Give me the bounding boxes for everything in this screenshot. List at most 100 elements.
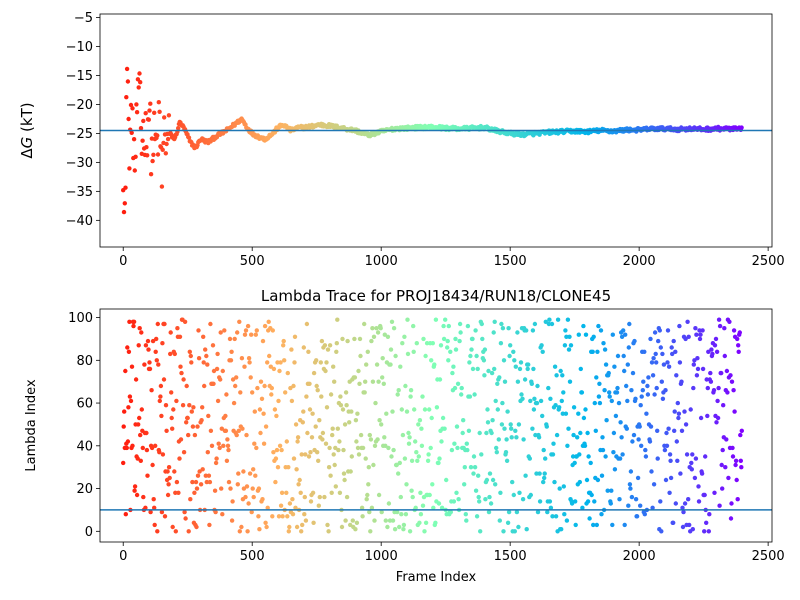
lambda-point	[514, 435, 519, 440]
lambda-point	[413, 505, 418, 510]
lambda-point	[679, 428, 685, 433]
lambda-point	[626, 345, 631, 350]
lambda-point	[524, 328, 529, 333]
lambda-point	[260, 497, 265, 502]
lambda-point	[340, 336, 345, 342]
lambda-point	[428, 445, 433, 451]
lambda-point	[532, 321, 538, 327]
lambda-point	[411, 323, 416, 329]
lambda-point	[525, 366, 530, 372]
lambda-point	[639, 443, 644, 448]
lambda-point	[467, 360, 472, 365]
lambda-point	[425, 458, 431, 463]
lambda-point	[154, 336, 159, 342]
lambda-point	[555, 317, 561, 322]
lambda-point	[301, 345, 306, 350]
lambda-point	[184, 420, 189, 425]
lambda-point	[455, 381, 461, 386]
lambda-point	[476, 494, 481, 500]
lambda-point	[595, 349, 600, 354]
lambda-point	[303, 452, 308, 457]
lambda-point	[174, 398, 179, 404]
lambda-point	[127, 394, 133, 399]
lambda-point	[138, 458, 143, 463]
lambda-point	[506, 326, 511, 331]
lambda-point	[271, 366, 277, 372]
lambda-point	[418, 512, 424, 517]
lambda-point	[336, 447, 341, 453]
lambda-point	[403, 512, 409, 517]
free-energy-point	[130, 106, 135, 111]
lambda-point	[609, 488, 614, 493]
lambda-point	[427, 492, 432, 498]
lambda-point	[602, 347, 608, 352]
lambda-point	[566, 347, 572, 352]
lambda-point	[348, 522, 353, 528]
lambda-point	[222, 328, 227, 333]
lambda-point	[494, 445, 499, 451]
lambda-point	[162, 514, 168, 519]
lambda-point	[132, 484, 138, 489]
lambda-point	[177, 334, 183, 339]
lambda-point	[485, 407, 490, 412]
lambda-point	[215, 398, 221, 404]
y-tick-label: −30	[66, 156, 93, 171]
lambda-point	[383, 443, 388, 448]
lambda-point	[554, 373, 559, 378]
lambda-point	[286, 465, 291, 470]
lambda-point	[657, 328, 662, 333]
lambda-point	[285, 370, 290, 376]
lambda-point	[716, 317, 722, 322]
lambda-point	[245, 323, 251, 329]
lambda-point	[206, 473, 212, 478]
lambda-point	[317, 494, 322, 500]
lambda-point	[188, 497, 193, 502]
lambda-point	[550, 452, 556, 457]
lambda-point	[597, 400, 603, 406]
free-energy-panel: 0 500 1000 1500 2000 2500 −40−35−30−25−20−15−…	[18, 11, 785, 269]
lambda-point	[176, 490, 181, 495]
lambda-point	[254, 445, 259, 451]
lambda-point	[335, 317, 340, 322]
lambda-point	[700, 366, 706, 372]
lambda-point	[150, 338, 156, 344]
lambda-point	[308, 499, 314, 504]
lambda-point	[243, 328, 249, 333]
free-energy-point	[138, 80, 143, 85]
lambda-point	[139, 330, 144, 335]
lambda-trace-panel: Lambda Trace for PROJ18434/RUN18/CLONE45…	[24, 287, 785, 585]
free-energy-point	[133, 154, 138, 159]
lambda-point	[405, 317, 410, 322]
lambda-point	[630, 439, 635, 444]
lambda-point	[375, 437, 380, 442]
lambda-point	[427, 407, 432, 412]
lambda-point	[343, 518, 348, 523]
lambda-point	[452, 441, 457, 446]
lambda-point	[218, 377, 223, 382]
lambda-point	[471, 471, 476, 476]
lambda-point	[374, 362, 380, 367]
lambda-point	[284, 439, 289, 444]
lambda-point	[565, 443, 570, 448]
lambda-point	[643, 447, 648, 453]
lambda-point	[123, 512, 128, 517]
lambda-point	[194, 486, 200, 491]
lambda-point	[717, 503, 722, 508]
lambda-point	[430, 341, 435, 346]
lambda-point	[722, 353, 727, 359]
lambda-point	[394, 462, 399, 468]
lambda-point	[697, 336, 703, 342]
lambda-point	[138, 432, 143, 438]
lambda-point	[279, 447, 284, 453]
lambda-point	[441, 336, 447, 342]
lambda-point	[350, 518, 355, 523]
lambda-point	[396, 388, 401, 393]
lambda-point	[617, 456, 623, 461]
lambda-point	[363, 379, 368, 384]
lambda-point	[388, 362, 393, 367]
lambda-point	[676, 415, 681, 421]
lambda-point	[594, 375, 599, 380]
lambda-point	[587, 516, 592, 521]
lambda-point	[148, 509, 153, 515]
lambda-point	[473, 328, 478, 333]
